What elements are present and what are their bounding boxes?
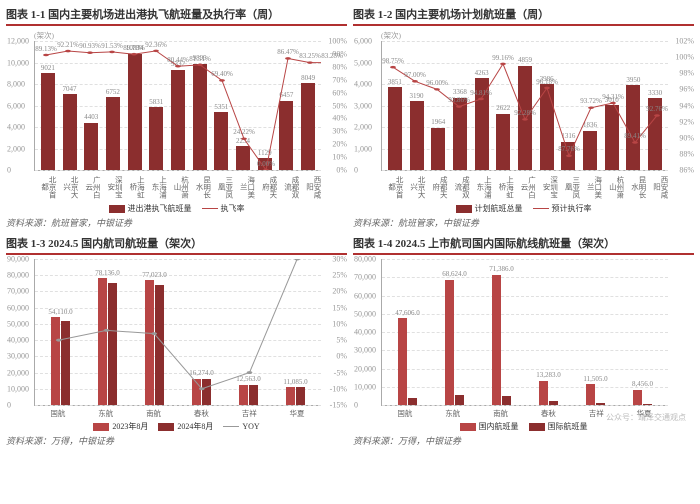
chart-3-legend: 2023年8月 2024年8月 YOY xyxy=(6,421,347,432)
chart-2-unit: (架次) xyxy=(381,30,694,41)
chart-1-xlabels: 北京首都北京大兴广州白云深圳宝安上海虹桥上海浦东杭州萧山昆明长水三亚凤凰海口美兰… xyxy=(34,173,321,201)
chart-1-title: 图表 1-1 国内主要机场进出港执飞航班量及执行率（周） xyxy=(6,6,347,26)
chart-2-source: 资料来源：航班管家，中银证券 xyxy=(353,216,694,229)
chart-1-source: 资料来源：航班管家，中银证券 xyxy=(6,216,347,229)
chart-1-unit: (架次) xyxy=(34,30,347,41)
chart-3-source: 资料来源：万得，中银证券 xyxy=(6,434,347,447)
chart-2-legend: 计划航班总量 预计执行率 xyxy=(353,203,694,214)
chart-1-legend: 进出港执飞航班量 执飞率 xyxy=(6,203,347,214)
chart-2-title: 图表 1-2 国内主要机场计划航班量（周） xyxy=(353,6,694,26)
chart-3-panel: 图表 1-3 2024.5 国内航司航班量（架次） 010,00020,0003… xyxy=(6,235,347,447)
chart-4-title: 图表 1-4 2024.5 上市航司国内国际航线航班量（架次） xyxy=(353,235,694,255)
chart-3-xlabels: 国航东航南航春秋吉祥华夏 xyxy=(34,408,321,419)
watermark: 公众号：靖泽交通观点 xyxy=(606,412,686,423)
chart-1-panel: 图表 1-1 国内主要机场进出港执飞航班量及执行率（周） (架次) 02,000… xyxy=(6,6,347,229)
chart-2-panel: 图表 1-2 国内主要机场计划航班量（周） (架次) 01,0002,0003,… xyxy=(353,6,694,229)
chart-1-area: 02,0004,0006,0008,00010,00012,0000%10%20… xyxy=(34,41,321,171)
chart-2-xlabels: 北京首都北京大兴成都天府成都双流上海浦东上海虹桥广州白云深圳宝安三亚凤凰海口美兰… xyxy=(381,173,668,201)
chart-4-area: 010,00020,00030,00040,00050,00060,00070,… xyxy=(381,259,668,406)
chart-3-area: 010,00020,00030,00040,00050,00060,00070,… xyxy=(34,259,321,406)
chart-4-source: 资料来源：万得，中银证券 xyxy=(353,434,694,447)
chart-4-panel: 图表 1-4 2024.5 上市航司国内国际航线航班量（架次） 010,0002… xyxy=(353,235,694,447)
chart-3-title: 图表 1-3 2024.5 国内航司航班量（架次） xyxy=(6,235,347,255)
chart-2-area: 01,0002,0003,0004,0005,0006,00086%88%90%… xyxy=(381,41,668,171)
